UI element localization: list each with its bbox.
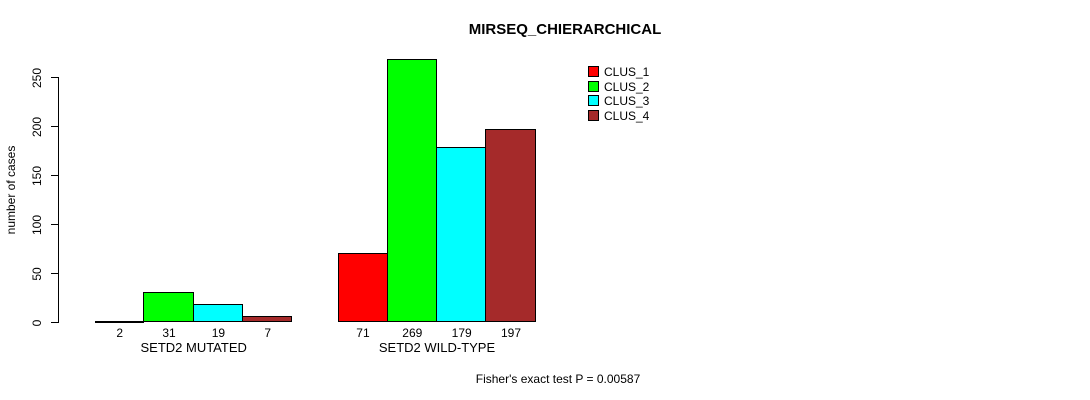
bar-clus_2-group1 [143,292,194,323]
y-tick-label: 250 [30,67,44,88]
bar-clus_2-group2 [386,58,437,323]
bar-clus_3-group2 [436,147,487,323]
legend-label: CLUS_3 [604,94,650,108]
legend-label: CLUS_4 [604,108,650,123]
legend-label: CLUS_2 [604,79,650,94]
group-label-2: SETD2 WILD-TYPE [378,340,496,355]
y-tick-mark [51,77,58,78]
bar-value-label: 197 [501,326,522,340]
legend-label: CLUS_1 [604,65,650,79]
y-tick-mark [51,175,58,176]
y-tick-label: 100 [30,214,44,235]
y-tick-label: 0 [30,319,44,326]
legend-swatch-icon [588,80,599,92]
bar-clus_4-group1 [242,315,293,323]
legend-swatch-icon [588,66,599,77]
bar-value-label: 7 [264,326,272,340]
legend-swatch-icon [588,109,599,121]
bar-clus_1-group1 [95,320,145,323]
y-tick-mark [51,322,58,323]
group-label-1: SETD2 MUTATED [140,340,247,355]
y-tick-mark [51,273,58,274]
y-tick-label: 50 [30,266,44,281]
chart-title: MIRSEQ_CHIERARCHICAL [468,21,662,38]
y-tick-mark [51,126,58,127]
y-tick-label: 150 [30,165,44,186]
y-axis-label: number of cases [4,145,18,235]
bar-clus_1-group2 [338,252,388,323]
bar-value-label: 269 [402,326,423,340]
bar-value-label: 71 [356,326,370,340]
bar-clus_4-group2 [485,129,536,323]
footnote-pvalue: Fisher's exact test P = 0.00587 [475,372,641,386]
bar-clus_3-group1 [192,303,244,323]
bar-value-label: 2 [116,326,124,340]
y-tick-mark [51,224,58,225]
y-axis-line [58,77,59,323]
legend-swatch-icon [588,95,599,106]
y-tick-label: 200 [30,116,44,137]
bar-value-label: 179 [451,326,472,340]
bar-value-label: 31 [162,326,176,340]
bar-value-label: 19 [211,326,226,340]
